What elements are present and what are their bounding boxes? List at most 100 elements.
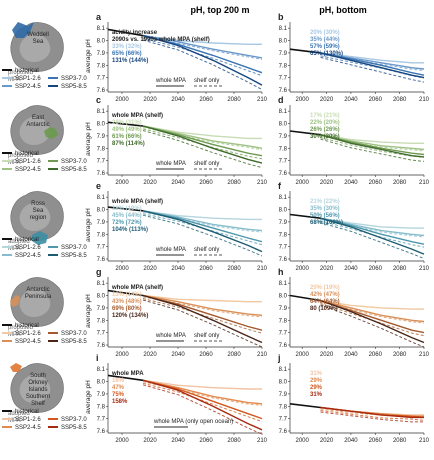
panel-letter: c <box>96 95 101 105</box>
x-tick-label: 2000 <box>296 180 310 186</box>
series-line-ssp3-7.0 <box>320 299 425 334</box>
legend-label: historical <box>15 323 39 329</box>
map-mpa-status: proposed <box>8 153 33 159</box>
y-tick-label: 7.9 <box>97 306 106 312</box>
y-tick-label: 7.6 <box>279 429 288 435</box>
series-line-historical <box>107 28 144 37</box>
mpa-region-shape <box>32 231 48 245</box>
y-tick-label: 8.1 <box>279 281 288 287</box>
annotation-value: 20% (19%) <box>310 285 340 291</box>
x-tick-label: 2040 <box>344 97 358 103</box>
chart-panel-i: 7.6 7.7 7.8 7.9 8.0 8.1 2000 2020 2040 2060 2080 21… <box>85 353 268 444</box>
panel-letter: b <box>278 12 284 22</box>
y-tick-label: 8.1 <box>279 26 288 32</box>
y-tick-label: 7.6 <box>97 88 106 94</box>
y-tick-label: 7.8 <box>97 404 106 410</box>
legend-label: SSP2-4.5 <box>15 339 41 345</box>
legend-label: SSP1-2.6 <box>15 417 41 423</box>
map-mpa-status: proposed <box>8 70 33 76</box>
y-tick-label: 7.7 <box>97 159 106 165</box>
y-tick-label: 7.9 <box>279 134 288 140</box>
series-line-ssp5-8.5 <box>320 52 425 79</box>
x-tick-label: 2020 <box>320 352 334 358</box>
x-tick-label: 2060 <box>199 352 213 358</box>
chart-panel-j: 7.6 7.7 7.8 7.9 8.0 8.1 2000 2020 2040 2060 2080 21… <box>277 353 430 444</box>
series-line-ssp5-8.5 <box>142 210 263 253</box>
antarctica-ice-sheet <box>19 374 51 403</box>
series-line-shelf-ssp1-2.6 <box>320 134 424 144</box>
series-line-shelf-ssp5-8.5 <box>320 222 425 259</box>
annotation-value: 49% (49%) <box>112 127 142 133</box>
series-line-shelf-ssp2-4.5 <box>142 127 263 151</box>
annotation-value: 33% (32%) <box>112 44 142 50</box>
legend-label: SSP3-7.0 <box>61 245 87 251</box>
y-tick-label: 7.9 <box>97 220 106 226</box>
panel-letter: i <box>96 353 99 363</box>
annotation-value: 45% (44%) <box>112 213 142 219</box>
mpa-region-shape <box>12 22 34 38</box>
x-tick-label: 2040 <box>344 266 358 272</box>
series-line-shelf-ssp1-2.6 <box>142 379 262 390</box>
legend-label: SSP1-2.6 <box>15 159 41 165</box>
x-tick-label: 2080 <box>227 97 241 103</box>
map-mpa-status: MPA <box>8 246 21 252</box>
antarctica-ice-sheet <box>19 202 51 231</box>
legend-label: SSP3-7.0 <box>61 159 87 165</box>
x-tick-label: 2020 <box>320 438 334 444</box>
panel-letter: g <box>96 267 102 277</box>
annotation-title: whole MPA (shelf) <box>111 113 163 119</box>
y-tick-label: 8.0 <box>279 39 288 45</box>
annotation-value: 47% <box>112 385 125 391</box>
x-tick-label: 2020 <box>320 266 334 272</box>
annotation-value: 29% <box>310 385 323 391</box>
x-tick-label: 2060 <box>369 352 383 358</box>
annotation-value: 65% (130%) <box>310 51 343 57</box>
y-tick-label: 7.6 <box>279 257 288 263</box>
annotation-value: 104% (113%) <box>112 227 148 233</box>
mpa-region-shape <box>44 127 58 139</box>
map-region-label: Ross <box>31 201 45 207</box>
legend-label: SSP5-8.5 <box>61 425 87 431</box>
annotation-title: whole MPA (shelf) <box>111 285 163 291</box>
x-tick-label: 2020 <box>320 180 334 186</box>
x-tick-label: 2000 <box>296 352 310 358</box>
y-tick-label: 7.9 <box>279 220 288 226</box>
y-tick-label: 7.7 <box>279 76 288 82</box>
map-region-label: South <box>30 373 46 379</box>
series-line-shelf-ssp1-2.6 <box>142 35 262 45</box>
annotation-value: 43% (48%) <box>112 299 142 305</box>
annotation-title: whole MPA <box>111 371 144 377</box>
series-line-shelf-ssp3-7.0 <box>142 382 263 423</box>
x-tick-label: 210 <box>419 352 430 358</box>
map-region-label: Peninsula <box>25 294 52 300</box>
annotation-value: 80 (109%) <box>310 306 338 312</box>
y-axis-label: average pH <box>85 294 92 328</box>
series-line-historical <box>289 213 321 219</box>
legend-label: SSP1-2.6 <box>15 331 41 337</box>
annotation-value: 120% (134%) <box>112 313 148 319</box>
y-tick-label: 8.1 <box>97 109 106 115</box>
series-line-shelf-ssp3-7.0 <box>320 303 425 337</box>
series-line-ssp5-8.5 <box>142 125 263 164</box>
y-tick-label: 8.1 <box>279 195 288 201</box>
series-line-ssp2-4.5 <box>142 34 263 59</box>
panel-letter: f <box>278 181 282 191</box>
map-region-label: Sea <box>33 208 44 214</box>
series-line-ssp5-8.5 <box>320 217 425 255</box>
y-tick-label: 8.0 <box>279 294 288 300</box>
annotation-value: 29% <box>310 378 323 384</box>
key-whole-label: whole MPA <box>155 161 186 167</box>
y-tick-label: 8.0 <box>97 380 106 386</box>
series-line-historical <box>107 289 144 297</box>
map-region-label: Islands <box>28 387 47 393</box>
panel-letter: e <box>96 181 101 191</box>
series-line-shelf-ssp3-7.0 <box>320 220 425 248</box>
x-tick-label: 2040 <box>171 438 185 444</box>
y-tick-label: 7.7 <box>97 331 106 337</box>
series-line-shelf-ssp1-2.6 <box>142 295 262 303</box>
x-tick-label: 2000 <box>115 97 129 103</box>
series-line-historical <box>107 121 144 127</box>
y-tick-label: 8.0 <box>279 208 288 214</box>
y-tick-label: 8.0 <box>97 294 106 300</box>
annotation-value: 68% (100%) <box>310 220 343 226</box>
